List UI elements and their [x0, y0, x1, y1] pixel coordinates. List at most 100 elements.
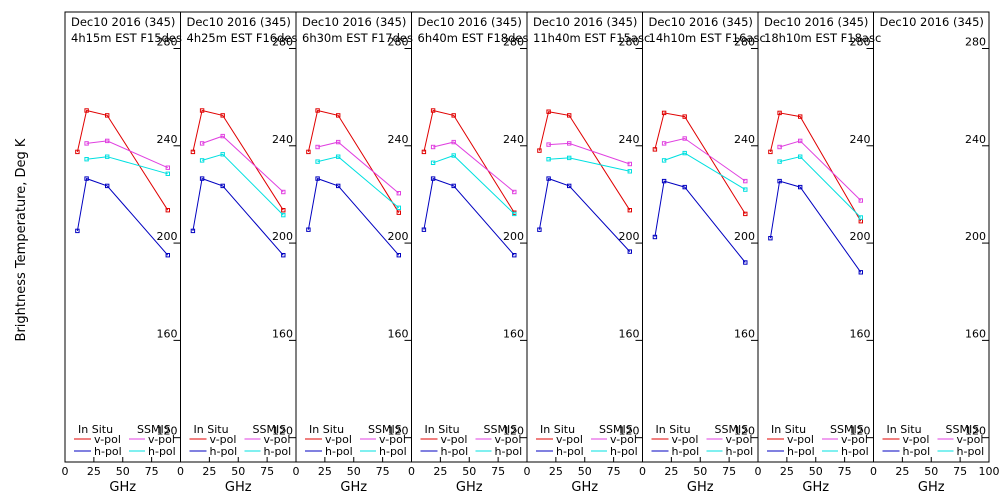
data-point-insitu-h	[451, 183, 456, 189]
legend-label-insitu-h: h-pol	[787, 445, 815, 458]
legend-label-insitu-h: h-pol	[903, 445, 931, 458]
panel-2: Dec10 2016 (345) 4h25m EST F16des 120 160 20…	[177, 11, 297, 495]
legend-heading-ssmis: SSMIS	[946, 423, 980, 436]
data-point-ssmis-v	[84, 141, 89, 146]
data-point-insitu-h	[220, 183, 225, 189]
x-axis-label: GHz	[456, 480, 483, 495]
data-point-insitu-h	[858, 270, 863, 275]
x-tick-label: 25	[780, 465, 794, 478]
legend-heading-ssmis: SSMIS	[484, 423, 518, 436]
data-point-ssmis-v	[220, 133, 225, 139]
y-tick-label: 280	[734, 35, 755, 48]
x-tick-label: 75	[376, 465, 390, 478]
data-point-insitu-v	[315, 108, 320, 113]
panels: Dec10 2016 (345) 4h15m EST F15des 120 160 20…	[62, 11, 1000, 495]
data-point-insitu-h	[567, 183, 572, 189]
y-tick-label: 200	[734, 230, 755, 243]
data-point-insitu-v	[165, 208, 171, 213]
legend-heading-insitu: In Situ	[887, 423, 922, 436]
data-point-insitu-v	[777, 110, 782, 116]
series-line-insitu-h	[423, 177, 515, 256]
y-tick-label: 160	[619, 327, 640, 340]
series-line-ssmis-h	[86, 156, 168, 175]
x-tick-label: 25	[202, 465, 216, 478]
series-line-ssmis-h	[663, 152, 746, 191]
panel-title-time: 18h10m EST F18asc	[764, 31, 881, 45]
data-point-ssmis-v	[336, 139, 341, 145]
data-point-ssmis-h	[281, 212, 286, 218]
x-tick-label: 25	[895, 465, 909, 478]
data-point-ssmis-h	[858, 215, 863, 220]
data-point-insitu-h	[336, 183, 341, 189]
x-tick-label: 75	[491, 465, 505, 478]
x-tick-label: 0	[639, 465, 646, 478]
data-point-insitu-v	[798, 114, 803, 119]
x-axis-label: GHz	[109, 480, 136, 495]
data-point-insitu-v	[682, 114, 687, 119]
x-axis-label: GHz	[225, 480, 252, 495]
data-point-insitu-v	[430, 108, 436, 113]
legend-label-ssmis-v: v-pol	[264, 433, 291, 446]
data-point-ssmis-v	[430, 144, 436, 150]
y-tick-label: 120	[388, 425, 409, 438]
legend-heading-insitu: In Situ	[771, 423, 806, 436]
legend-heading-ssmis: SSMIS	[253, 423, 287, 436]
data-point-insitu-v	[627, 208, 632, 213]
x-tick-label: 100	[979, 465, 1000, 478]
x-tick-label: 50	[116, 465, 130, 478]
legend-label-ssmis-h: h-pol	[841, 445, 869, 458]
series-line-ssmis-h	[201, 153, 284, 216]
legend-label-insitu-h: h-pol	[441, 445, 469, 458]
legend-label-ssmis-h: h-pol	[264, 445, 292, 458]
data-point-insitu-h	[75, 228, 80, 234]
panel-title-date: Dec10 2016 (345)	[302, 15, 406, 29]
series-line-insitu-h	[538, 177, 631, 252]
legend-heading-ssmis: SSMIS	[368, 423, 402, 436]
series-line-ssmis-v	[432, 141, 515, 193]
legend-label-ssmis-v: v-pol	[610, 433, 637, 446]
series-line-ssmis-h	[779, 156, 862, 218]
series-line-ssmis-v	[86, 140, 169, 169]
legend-label-ssmis-v: v-pol	[726, 433, 753, 446]
series-line-insitu-h	[307, 177, 400, 256]
panel-title-date: Dec10 2016 (345)	[533, 15, 637, 29]
y-tick-label: 280	[157, 35, 178, 48]
y-tick-label: 280	[503, 35, 524, 48]
series-line-ssmis-v	[317, 141, 400, 194]
series-line-insitu-v	[192, 109, 284, 211]
y-tick-label: 160	[157, 327, 178, 340]
legend-label-ssmis-h: h-pol	[957, 445, 985, 458]
y-tick-label: 240	[388, 133, 409, 146]
y-axis-label: Brightness Temperature, Deg K	[14, 138, 29, 341]
panel-title-date: Dec10 2016 (345)	[71, 15, 175, 29]
legend-heading-ssmis: SSMIS	[599, 423, 633, 436]
series-line-insitu-v	[769, 112, 862, 222]
x-tick-label: 25	[433, 465, 447, 478]
y-tick-label: 280	[965, 35, 986, 48]
data-point-ssmis-v	[315, 144, 320, 150]
data-point-ssmis-v	[777, 144, 782, 150]
y-tick-label: 280	[272, 35, 293, 48]
panel-1: Dec10 2016 (345) 4h15m EST F15des 120 160 20…	[62, 11, 182, 495]
legend-heading-insitu: In Situ	[78, 423, 113, 436]
x-tick-label: 50	[462, 465, 476, 478]
data-point-ssmis-h	[546, 157, 551, 162]
data-point-insitu-v	[567, 113, 572, 118]
x-axis-label: GHz	[571, 480, 598, 495]
data-point-insitu-v	[306, 149, 311, 155]
y-tick-label: 120	[157, 425, 178, 438]
y-tick-label: 200	[272, 230, 293, 243]
panel-title-date: Dec10 2016 (345)	[649, 15, 753, 29]
series-line-ssmis-h	[432, 154, 515, 215]
x-tick-label: 0	[293, 465, 300, 478]
x-tick-label: 50	[347, 465, 361, 478]
data-point-insitu-h	[743, 260, 748, 265]
data-point-ssmis-h	[451, 153, 456, 158]
x-axis-label: GHz	[340, 480, 367, 495]
data-point-ssmis-h	[627, 169, 632, 174]
data-point-insitu-h	[430, 176, 436, 181]
panel-title-time: 14h10m EST F16asc	[649, 31, 766, 45]
legend-label-insitu-v: v-pol	[325, 433, 352, 446]
data-point-insitu-v	[220, 113, 225, 118]
y-tick-label: 120	[734, 425, 755, 438]
